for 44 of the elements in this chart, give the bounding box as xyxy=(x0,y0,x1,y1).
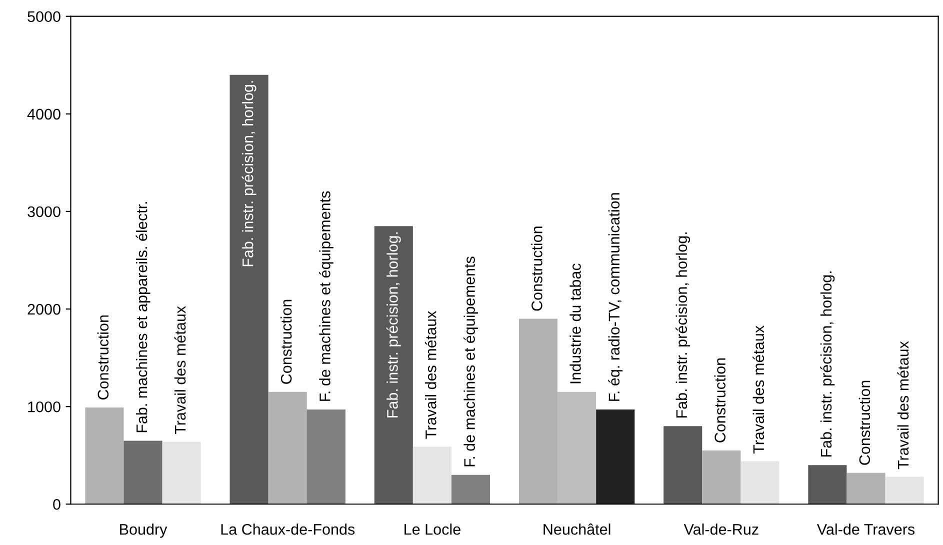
data-label: F. éq. radio-TV, communication xyxy=(608,193,623,401)
bar xyxy=(664,426,702,504)
data-label: Fab. instr. précision, horlog. xyxy=(242,81,256,266)
bar xyxy=(596,409,635,504)
y-tick-label: 2000 xyxy=(28,304,60,315)
y-tick-label: 4000 xyxy=(27,108,60,120)
data-label: Travail des métaux xyxy=(752,326,764,454)
x-tick-label: La Chaux-de-Fonds xyxy=(221,524,355,535)
data-label: Construction xyxy=(714,358,726,442)
data-label: Construction xyxy=(531,226,542,311)
bar xyxy=(230,74,268,504)
data-label: Travail des métaux xyxy=(897,341,909,470)
data-label: Fab. instr. précision, horlog. xyxy=(820,272,835,457)
data-label: Fab. machines et appareils. électr. xyxy=(136,202,150,432)
bar xyxy=(162,442,201,504)
bar xyxy=(268,392,307,504)
data-label: Fab. instr. précision, horlog. xyxy=(676,232,690,418)
bar xyxy=(306,409,346,504)
data-label: Construction xyxy=(280,300,292,384)
bar xyxy=(451,474,490,504)
data-label: Travail des métaux xyxy=(424,310,436,439)
data-label: F. de machines et équipements xyxy=(318,191,334,401)
bar xyxy=(846,472,886,504)
data-label: F. de machines et équipements xyxy=(464,256,478,466)
bar xyxy=(124,440,162,504)
data-label: Construction xyxy=(858,380,870,465)
bar xyxy=(740,461,780,504)
x-tick-label: Le Locle xyxy=(404,524,460,535)
x-tick-label: Neuchâtel xyxy=(544,524,610,535)
y-tick-label: 3000 xyxy=(28,206,60,218)
bar xyxy=(885,476,924,504)
data-label: Travail des métaux xyxy=(174,306,186,434)
y-tick-label: 0 xyxy=(53,498,60,510)
data-label: Construction xyxy=(97,315,109,400)
x-tick-label: Val-de-Ruz xyxy=(684,524,758,535)
x-tick-label: Val-de Travers xyxy=(816,524,915,535)
data-label: Fab. instr. précision, horlog. xyxy=(386,232,401,418)
y-tick-label: 5000 xyxy=(28,11,60,22)
data-label: Industrie du tabac xyxy=(570,264,581,384)
bar xyxy=(702,450,741,504)
bar xyxy=(808,465,847,504)
bar xyxy=(374,226,413,504)
y-tick-label: 1000 xyxy=(28,401,60,412)
x-tick-label: Boudry xyxy=(120,524,168,538)
